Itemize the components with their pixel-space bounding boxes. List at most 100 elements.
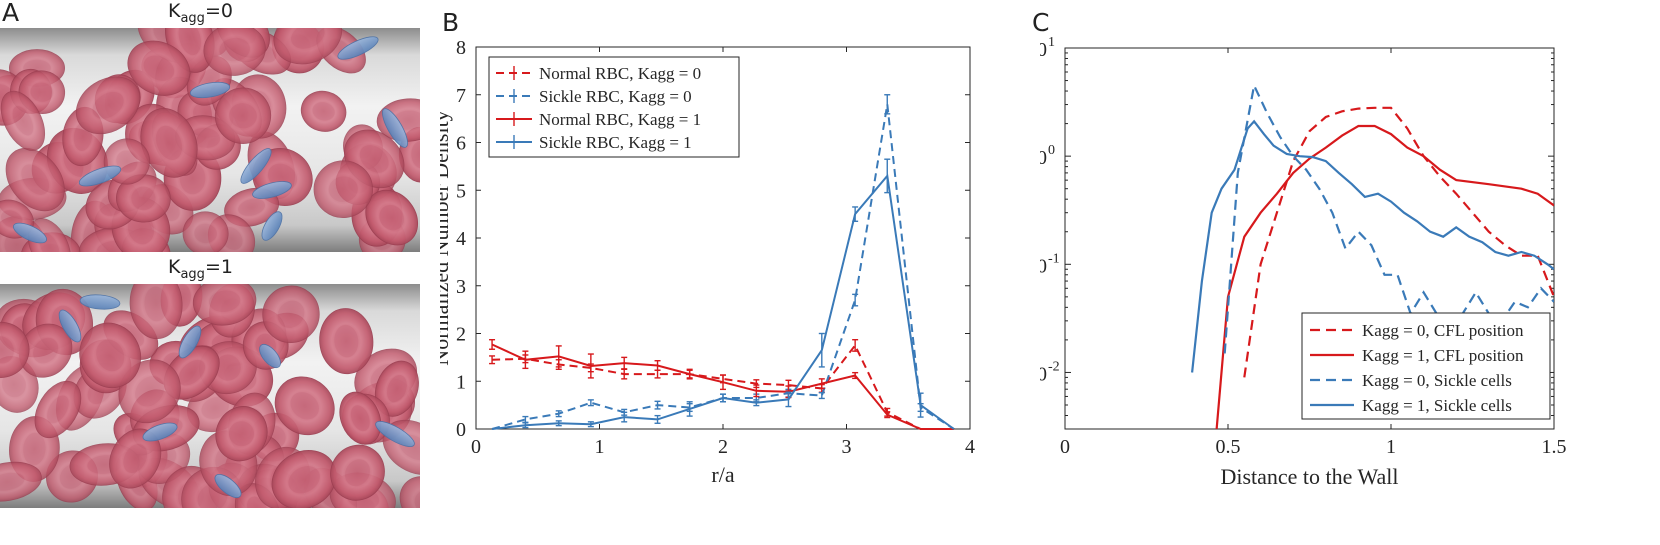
x-axis-label: r/a [711,462,734,487]
y-tick-label: 10 [1040,363,1047,385]
legend-label: Kagg = 1, Sickle cells [1362,396,1512,415]
panel-c: C 00.511.510-210-1100101Distance to the … [1003,0,1660,505]
red-blood-cell-body [203,28,266,76]
x-axis-label: Distance to the Wall [1220,464,1398,489]
y-tick-label: 3 [456,276,466,298]
red-blood-cell-body [0,461,42,502]
red-blood-cell-dimple [201,396,229,419]
x-tick-label: 2 [718,436,728,458]
red-blood-cell-dimple [344,459,371,487]
red-blood-cell-dimple [23,432,46,466]
red-blood-cell-body [262,285,320,344]
legend-label: Sickle RBC, Kagg = 0 [539,87,692,106]
y-tick-label: 6 [456,133,466,155]
red-blood-cell-body [34,380,82,439]
legend-box [488,56,740,158]
sickle-cell [214,474,242,498]
red-blood-cell-dimple [277,300,305,328]
x-tick-label: 0 [1060,436,1070,458]
series-kagg-1-cfl-position [1215,124,1554,429]
legend: Normal RBC, Kagg = 0 Sickle RBC, Kagg = 0… [488,56,740,158]
legend: Kagg = 0, CFL position Kagg = 1, CFL posi… [1301,312,1551,420]
red-blood-cell [374,360,419,417]
red-blood-cell-dimple [328,176,358,203]
red-blood-cell-dimple [350,405,370,432]
red-blood-cell-dimple [290,392,319,420]
red-blood-cell-dimple [379,204,405,231]
y-axis-label: Normalized Number Density [440,110,453,365]
red-blood-cell [0,321,30,378]
red-blood-cell-dimple [194,223,217,244]
red-blood-cell-dimple [135,376,165,407]
red-blood-cell-dimple [178,359,206,386]
sickle-cell [261,211,283,241]
y-tick-label: 4 [456,228,466,250]
red-blood-cell-dimple [92,91,124,119]
y-tick-exponent: 1 [1048,35,1055,50]
red-blood-cell [273,28,343,65]
plot-frame [1064,47,1555,430]
red-blood-cell-dimple [190,127,221,148]
x-tick-label: 0.5 [1216,436,1241,458]
red-blood-cell-dimple [1,371,26,398]
red-blood-cell-dimple [247,496,268,508]
title-kagg-0: Kagg=0 [168,0,233,26]
red-blood-cell [214,87,272,144]
y-tick-label: 10 [1040,39,1047,61]
sickle-cell [375,421,415,447]
series-line [491,173,955,430]
red-blood-cell-body [5,148,65,212]
simulation-snapshots [0,28,420,508]
red-blood-cell-body [129,284,183,340]
red-blood-cell-dimple [359,145,389,173]
red-blood-cell [34,380,82,439]
series-sickle-rbc-kagg-1 [491,158,955,430]
red-blood-cell [215,406,268,462]
sickle-cell [78,165,122,187]
red-blood-cell-dimple [386,374,407,403]
red-blood-cell [192,284,257,326]
sickle-cell [58,309,82,343]
red-blood-cell-dimple [334,324,359,358]
red-blood-cell [274,376,335,436]
red-blood-cell-dimple [12,106,34,136]
red-blood-cell-dimple [214,354,241,381]
legend-label: Normal RBC, Kagg = 1 [539,110,701,129]
cells-bottom [0,284,420,508]
red-blood-cell-body [0,90,46,151]
red-blood-cell [271,450,337,508]
red-blood-cell [75,76,141,135]
y-tick-label: 0 [456,419,466,441]
red-blood-cell [300,90,347,132]
series-line [492,343,954,430]
legend-label: Kagg = 1, CFL position [1362,346,1524,365]
red-blood-cell [79,322,142,389]
red-blood-cell [129,284,183,340]
red-blood-cell-dimple [229,103,257,129]
sickle-cell [259,343,281,369]
sickle-cell [189,81,231,99]
title-kagg-1: Kagg=1 [168,256,233,282]
y-tick-exponent: 0 [1048,143,1055,158]
red-blood-cell-dimple [238,198,266,216]
red-blood-cell-dimple [219,37,250,62]
x-tick-label: 3 [842,436,852,458]
red-blood-cell [365,189,419,246]
red-blood-cell [399,476,420,508]
red-blood-cell [18,323,73,378]
red-blood-cell-body [75,76,141,135]
red-blood-cell [313,160,373,219]
red-blood-cell [339,391,382,445]
red-blood-cell-body [127,40,191,96]
red-blood-cell-body [214,87,272,144]
x-tick-label: 1 [595,436,605,458]
red-blood-cell [330,444,385,501]
red-blood-cell-dimple [0,472,25,491]
y-tick-exponent: -1 [1048,251,1060,266]
red-blood-cell-dimple [155,125,183,161]
y-tick-label: 7 [456,85,466,107]
series-kagg-1-sickle-cells [1191,119,1554,373]
panel-a-label: A [2,0,20,27]
red-blood-cell-dimple [21,164,50,195]
red-blood-cell [203,28,266,76]
